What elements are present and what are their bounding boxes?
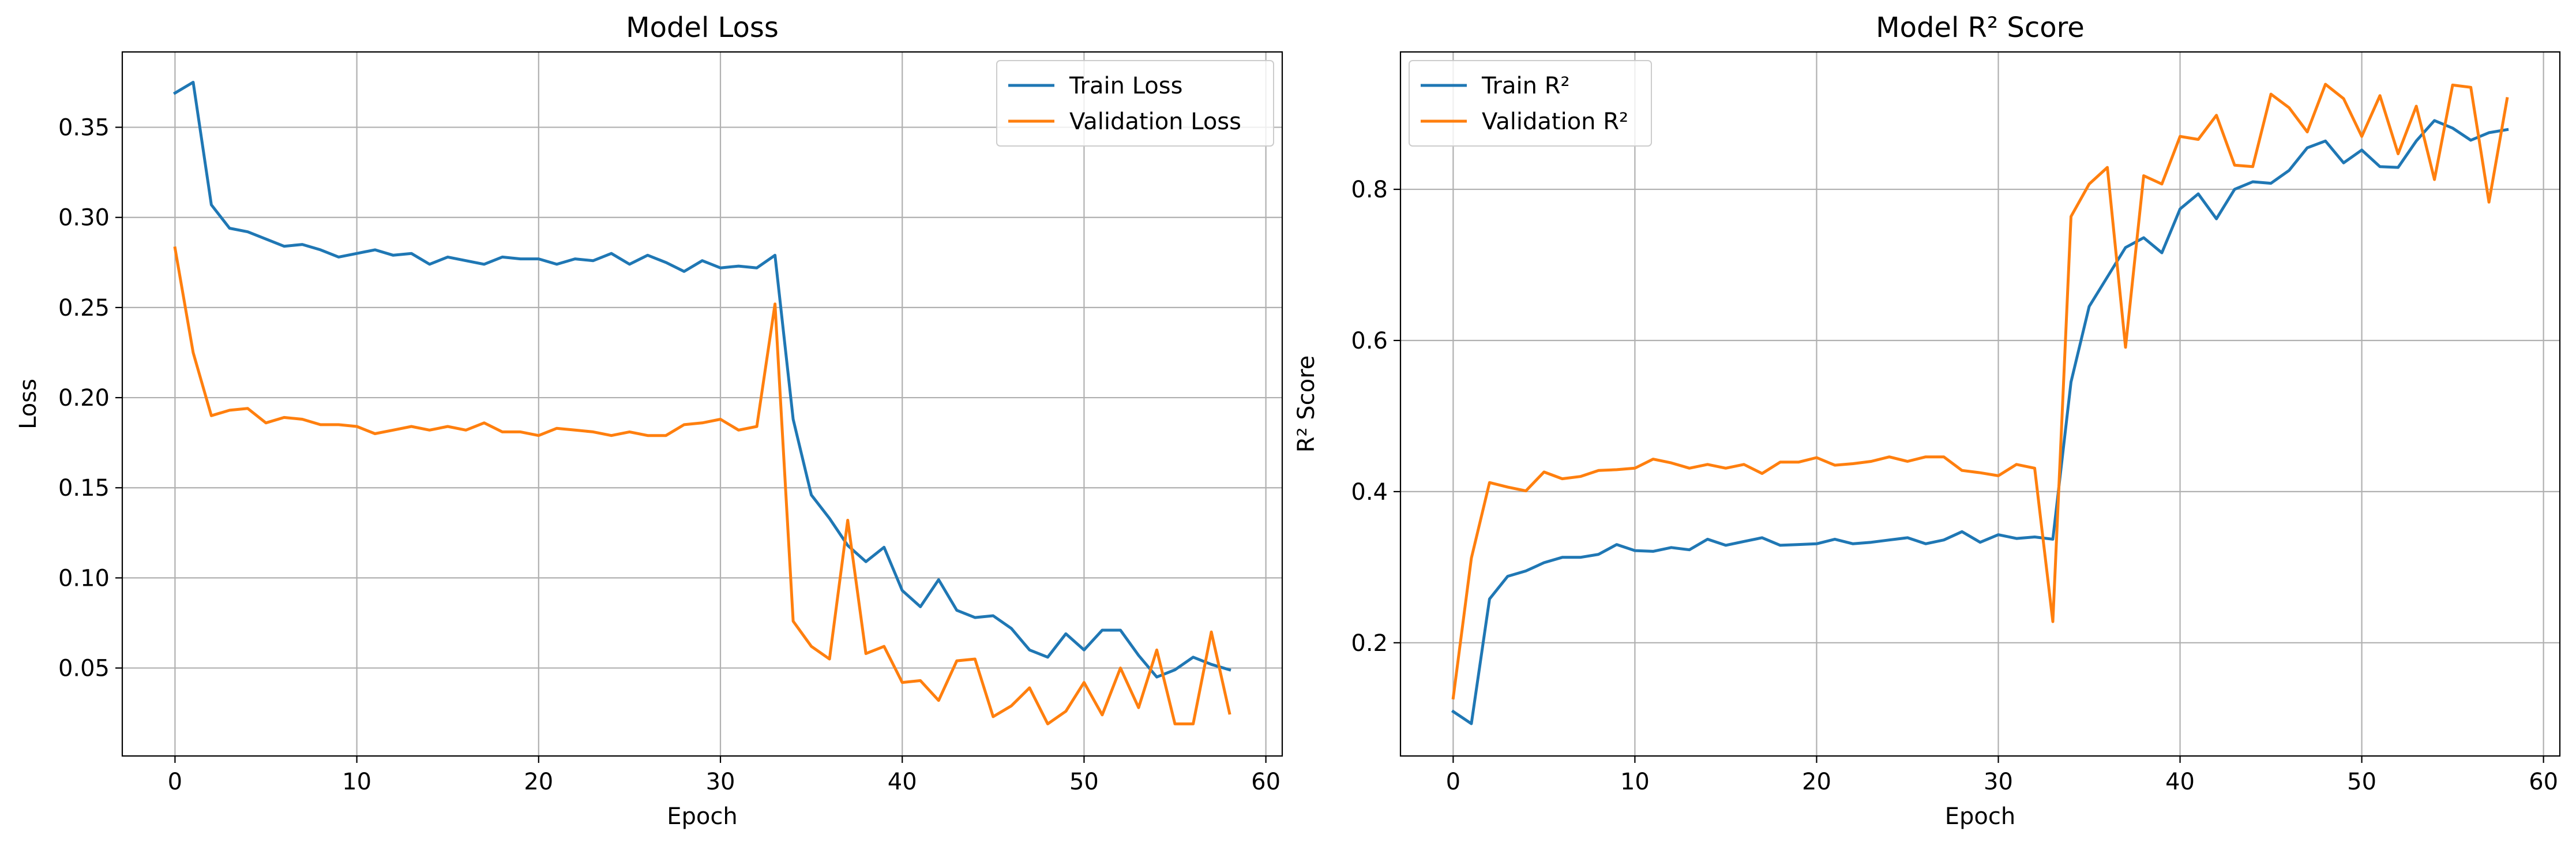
r2-gridlines (1400, 52, 2560, 756)
loss-y-axis-label: Loss (15, 379, 42, 429)
loss-legend-box (996, 60, 1274, 147)
r2-y-tick-label-2: 0.6 (1351, 328, 1388, 354)
loss-x-tick-label-2: 20 (524, 769, 553, 795)
r2-axis-ticks: 0 10 20 30 40 50 60 0.2 0.4 0.6 0.8 (1351, 177, 2558, 795)
r2-y-tick-label-1: 0.4 (1351, 479, 1388, 506)
loss-series (172, 81, 1231, 725)
r2-series-line-1 (1451, 83, 2509, 700)
loss-x-axis-label: Epoch (667, 803, 737, 830)
loss-gridlines (122, 52, 1282, 756)
r2-chart-panel: 0 10 20 30 40 50 60 0.2 0.4 0.6 0.8 Model R² Score… (1293, 12, 2561, 830)
r2-x-tick-label-6: 60 (2529, 769, 2558, 795)
loss-y-tick-label-2: 0.15 (58, 475, 110, 501)
loss-x-tick-label-0: 0 (168, 769, 182, 795)
loss-axis-ticks: 0 10 20 30 40 50 60 0.05 0.10 0.15 0.20 0.25 0.30 0.3… (58, 115, 1281, 795)
r2-x-tick-label-5: 50 (2347, 769, 2376, 795)
r2-y-tick-label-0: 0.2 (1351, 630, 1388, 657)
r2-x-tick-label-3: 30 (1984, 769, 2013, 795)
loss-x-tick-label-5: 50 (1069, 769, 1099, 795)
r2-legend-box (1409, 60, 1652, 147)
legend-label-validation-loss: Validation Loss (1069, 108, 1241, 135)
legend-label-validation-r2: Validation R² (1482, 108, 1628, 135)
loss-x-tick-label-3: 30 (706, 769, 735, 795)
loss-y-tick-label-5: 0.30 (58, 205, 110, 231)
loss-plot-frame (121, 51, 1283, 757)
loss-series-line-1 (173, 246, 1231, 725)
r2-y-axis-label: R² Score (1293, 355, 1320, 453)
r2-chart-title: Model R² Score (1876, 12, 2085, 44)
loss-y-tick-label-1: 0.10 (58, 565, 110, 592)
loss-y-tick-label-0: 0.05 (58, 656, 110, 682)
legend-label-train-loss: Train Loss (1069, 73, 1182, 99)
r2-x-axis-label: Epoch (1945, 803, 2015, 830)
loss-x-tick-label-1: 10 (342, 769, 371, 795)
r2-y-tick-label-3: 0.8 (1351, 177, 1388, 203)
loss-legend: Train Loss Validation Loss (996, 60, 1274, 147)
loss-x-tick-label-4: 40 (888, 769, 917, 795)
r2-plot-frame (1399, 51, 2561, 757)
loss-y-tick-label-4: 0.25 (58, 295, 110, 321)
loss-y-tick-label-3: 0.20 (58, 385, 110, 411)
legend-label-train-r2: Train R² (1481, 73, 1570, 99)
r2-series (1451, 83, 2509, 725)
r2-legend: Train R² Validation R² (1409, 60, 1652, 147)
loss-chart-title: Model Loss (626, 12, 779, 44)
r2-x-tick-label-0: 0 (1446, 769, 1460, 795)
loss-series-line-0 (172, 81, 1231, 679)
loss-chart-panel: 0 10 20 30 40 50 60 0.05 0.10 0.15 0.20 0.25 0.30 0.3… (15, 12, 1283, 830)
r2-x-tick-label-4: 40 (2165, 769, 2195, 795)
loss-x-tick-label-6: 60 (1251, 769, 1281, 795)
loss-y-tick-label-6: 0.35 (58, 115, 110, 141)
r2-x-tick-label-2: 20 (1802, 769, 1831, 795)
r2-series-line-0 (1451, 119, 2509, 725)
r2-x-tick-label-1: 10 (1620, 769, 1650, 795)
